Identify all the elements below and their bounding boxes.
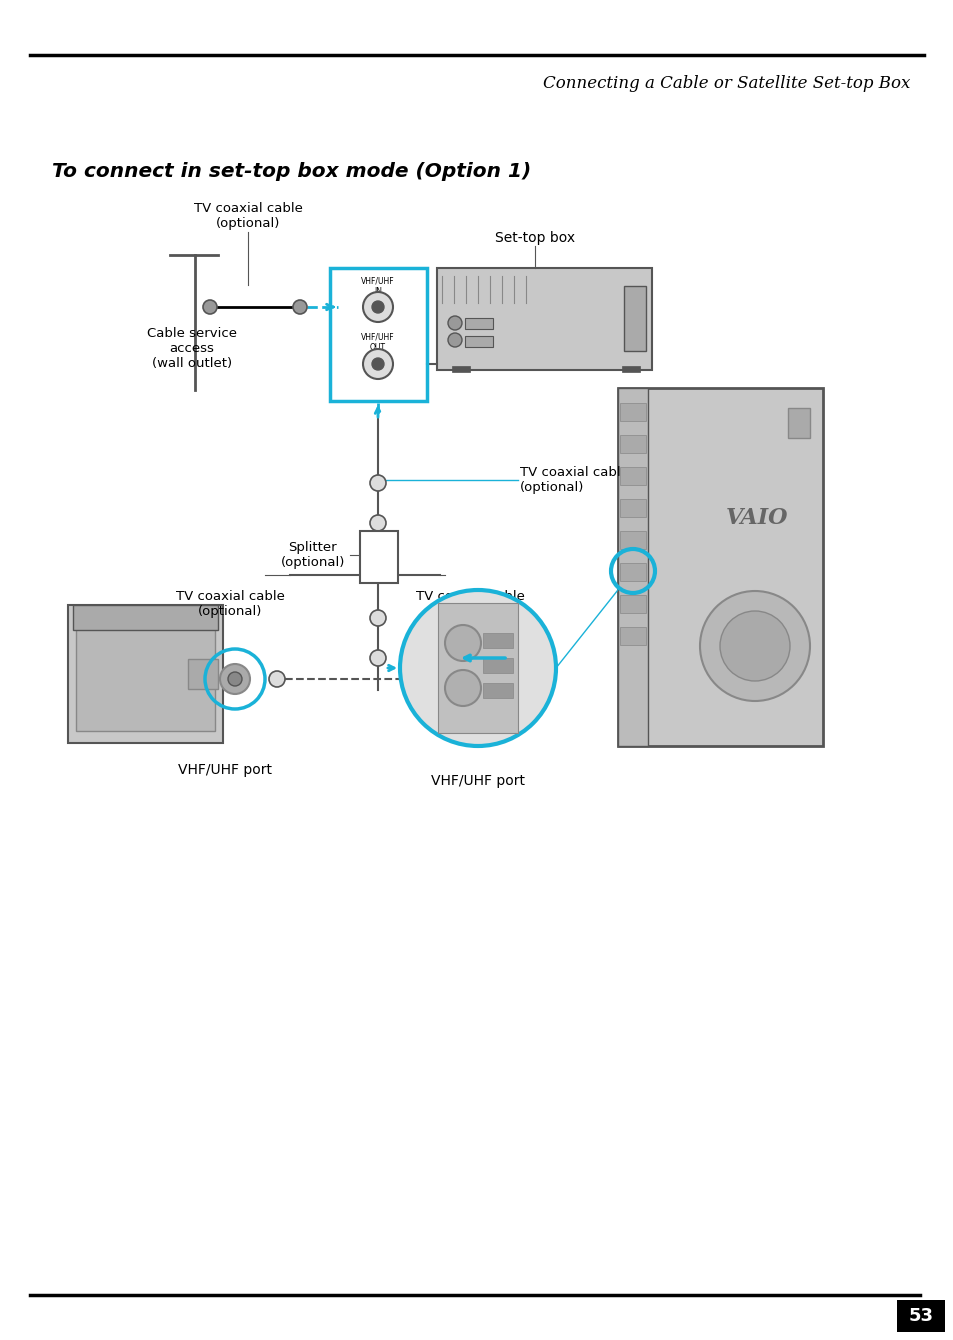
Text: OUT: OUT	[370, 343, 386, 352]
Text: VHF/UHF: VHF/UHF	[361, 332, 395, 340]
Bar	[437, 603, 517, 733]
Text: VHF/UHF port: VHF/UHF port	[178, 762, 272, 777]
Text: TV coaxial cable
(optional): TV coaxial cable (optional)	[175, 590, 284, 618]
Bar	[619, 627, 645, 645]
Ellipse shape	[448, 334, 461, 347]
Bar	[482, 658, 513, 673]
Ellipse shape	[370, 650, 386, 666]
Bar	[896, 1300, 944, 1332]
Bar	[787, 407, 809, 438]
Bar	[618, 389, 647, 746]
Bar	[68, 604, 223, 742]
Ellipse shape	[399, 590, 556, 746]
Ellipse shape	[720, 611, 789, 681]
Bar	[619, 498, 645, 517]
Bar	[464, 336, 493, 347]
Bar	[623, 285, 645, 351]
Text: VHF/UHF port: VHF/UHF port	[431, 775, 524, 788]
Text: Cable service
access
(wall outlet): Cable service access (wall outlet)	[147, 327, 236, 370]
Bar	[188, 659, 218, 689]
Text: Splitter
(optional): Splitter (optional)	[280, 541, 345, 570]
Bar	[359, 531, 397, 583]
Text: IN: IN	[374, 287, 381, 296]
Ellipse shape	[228, 671, 242, 686]
Ellipse shape	[444, 670, 480, 706]
Bar	[436, 268, 651, 370]
Bar	[482, 632, 513, 649]
Ellipse shape	[370, 474, 386, 490]
Ellipse shape	[448, 316, 461, 330]
Text: VHF/UHF: VHF/UHF	[361, 276, 395, 285]
Bar	[464, 318, 493, 330]
Bar	[452, 366, 470, 373]
Bar	[619, 595, 645, 612]
Bar	[619, 436, 645, 453]
Ellipse shape	[370, 610, 386, 626]
Text: TV coaxial cable
(supplied): TV coaxial cable (supplied)	[416, 590, 524, 618]
Text: TV coaxial cable
(optional): TV coaxial cable (optional)	[193, 202, 302, 230]
Bar	[619, 531, 645, 549]
Ellipse shape	[370, 515, 386, 531]
Ellipse shape	[220, 665, 250, 694]
Bar	[619, 403, 645, 421]
Bar	[619, 563, 645, 582]
Ellipse shape	[412, 671, 428, 687]
Ellipse shape	[363, 292, 393, 322]
Bar	[76, 612, 214, 732]
Bar	[482, 683, 513, 698]
Bar	[330, 268, 427, 401]
Ellipse shape	[203, 300, 216, 314]
Bar	[618, 389, 822, 746]
Text: 53: 53	[907, 1306, 933, 1325]
Bar	[73, 604, 218, 630]
Text: VAIO: VAIO	[724, 507, 787, 529]
Text: To connect in set-top box mode (Option 1): To connect in set-top box mode (Option 1…	[52, 162, 531, 181]
Bar	[619, 468, 645, 485]
Ellipse shape	[293, 300, 307, 314]
Text: Connecting a Cable or Satellite Set-top Box: Connecting a Cable or Satellite Set-top …	[542, 75, 909, 92]
Text: Set-top box: Set-top box	[495, 230, 575, 245]
Ellipse shape	[372, 302, 384, 314]
Ellipse shape	[269, 671, 285, 687]
Bar	[621, 366, 639, 373]
Ellipse shape	[372, 358, 384, 370]
Ellipse shape	[363, 348, 393, 379]
Ellipse shape	[444, 624, 480, 661]
Text: TV coaxial cable
(optional): TV coaxial cable (optional)	[519, 466, 628, 494]
Ellipse shape	[700, 591, 809, 701]
